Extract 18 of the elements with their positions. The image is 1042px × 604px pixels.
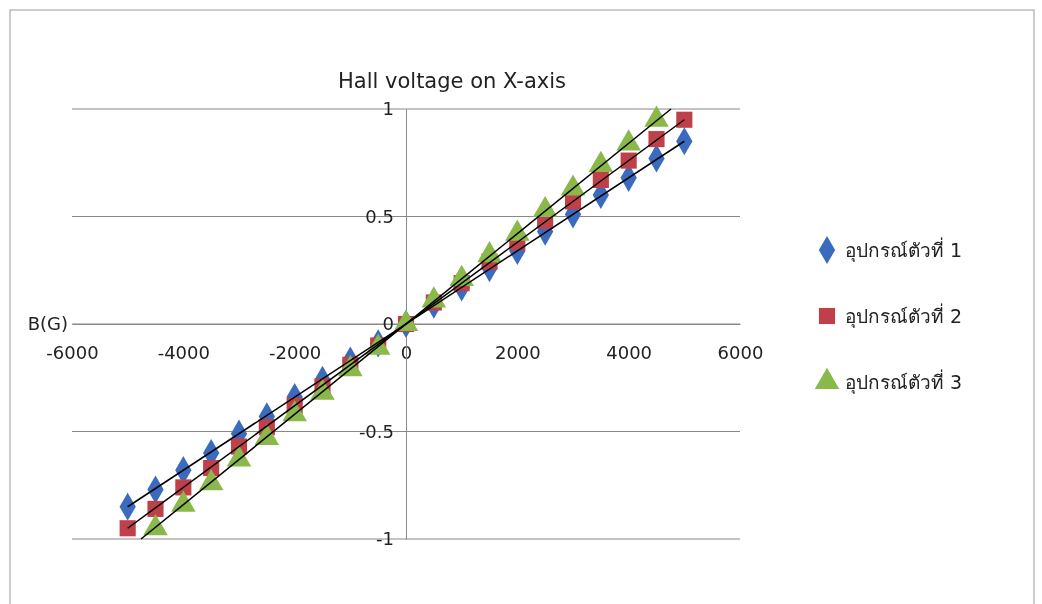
x-axis-title: B(G): [27, 313, 68, 334]
x-tick-label: 2000: [494, 341, 541, 363]
x-tick-label: 6000: [717, 341, 764, 363]
point: [676, 111, 693, 128]
y-tick-label: 0: [382, 313, 394, 335]
chart-title: Hall voltage on X-axis: [338, 69, 566, 93]
legend-label: อุปกรณ์ตัวที่ 1: [845, 237, 963, 263]
y-tick-label: 0.5: [365, 205, 394, 227]
x-tick-label: -2000: [269, 341, 322, 363]
point: [119, 520, 136, 537]
legend-label: อุปกรณ์ตัวที่ 3: [845, 369, 963, 395]
x-tick-label: -4000: [157, 341, 210, 363]
y-tick-label: -1: [376, 528, 394, 550]
y-tick-label: -0.5: [358, 420, 394, 442]
x-tick-label: 4000: [606, 341, 653, 363]
y-tick-label: 1: [382, 98, 394, 120]
legend-label: อุปกรณ์ตัวที่ 2: [845, 303, 963, 329]
x-tick-label: -6000: [46, 341, 99, 363]
